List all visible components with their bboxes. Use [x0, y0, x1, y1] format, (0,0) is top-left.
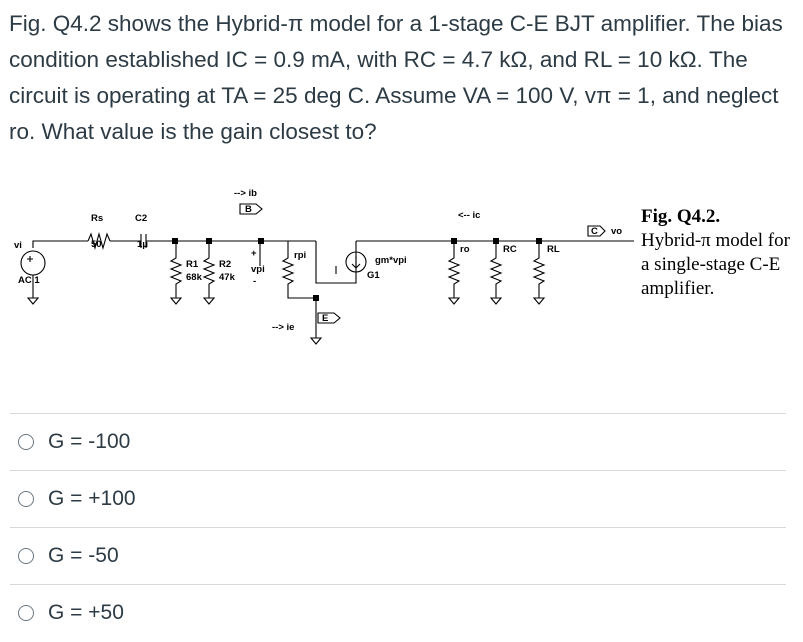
label-c2: C2 [135, 213, 147, 224]
option-1[interactable]: G = -100 [10, 413, 786, 470]
radio-icon[interactable] [18, 434, 34, 450]
label-e: E [322, 313, 328, 324]
label-rs: Rs [91, 213, 103, 224]
label-ro: ro [460, 244, 470, 255]
circuit-figure: vi AC 1 Rs 50 C2 1μ R1 68k R2 47k + vpi … [0, 178, 803, 378]
label-rpi: rpi [294, 250, 306, 261]
label-minus: - [253, 276, 256, 287]
option-label: G = -50 [48, 544, 119, 567]
option-label: G = -100 [48, 430, 131, 453]
caption-body: Hybrid-π model for a single-stage C-E am… [641, 230, 790, 299]
option-label: G = +100 [48, 487, 136, 510]
radio-icon[interactable] [18, 548, 34, 564]
figure-caption: Fig. Q4.2. Hybrid-π model for a single-s… [641, 205, 791, 301]
label-ac: AC 1 [18, 275, 40, 286]
radio-icon[interactable] [18, 491, 34, 507]
circuit-schematic: vi AC 1 Rs 50 C2 1μ R1 68k R2 47k + vpi … [14, 188, 634, 345]
label-ie: --> ie [272, 322, 294, 333]
radio-icon[interactable] [18, 605, 34, 621]
option-3[interactable]: G = -50 [10, 527, 786, 584]
label-b: B [245, 204, 252, 215]
option-label: G = +50 [48, 601, 124, 624]
label-r2: R2 [219, 259, 231, 270]
label-g1: G1 [367, 270, 380, 281]
label-vo: vo [611, 226, 622, 237]
label-rs-value: 50 [91, 239, 102, 250]
label-c: C [591, 226, 598, 237]
label-plus: + [251, 248, 257, 259]
option-4[interactable]: G = +50 [10, 584, 786, 641]
label-vpi: vpi [251, 264, 265, 275]
label-gm: gm*vpi [375, 255, 407, 266]
label-ib: --> ib [234, 188, 257, 199]
question-text: Fig. Q4.2 shows the Hybrid-π model for a… [9, 11, 783, 144]
label-rl: RL [547, 244, 560, 255]
label-ic: <-- ic [458, 210, 480, 221]
option-2[interactable]: G = +100 [10, 470, 786, 527]
answer-options: G = -100 G = +100 G = -50 G = +50 [10, 413, 786, 641]
label-vi: vi [14, 240, 22, 251]
label-r1-value: 68k [186, 272, 203, 283]
label-r1: R1 [186, 259, 199, 270]
label-rc: RC [503, 244, 517, 255]
label-r2-value: 47k [219, 272, 236, 283]
label-c2-value: 1μ [137, 239, 148, 250]
caption-title: Fig. Q4.2. [641, 206, 721, 227]
